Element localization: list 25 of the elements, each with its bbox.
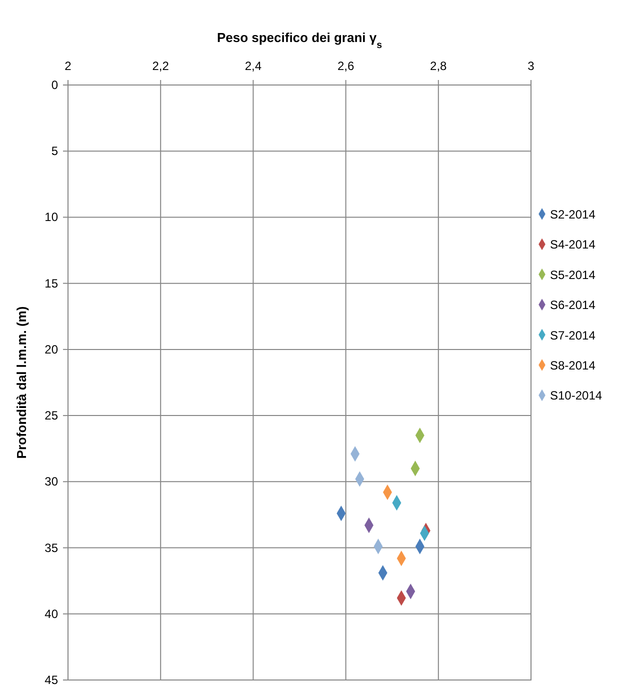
x-tick-label: 3 bbox=[528, 59, 535, 73]
x-tick-label: 2,2 bbox=[152, 59, 170, 73]
chart-title: Peso specifico dei grani γ$_{s}$ bbox=[216, 30, 383, 50]
y-tick-label: 15 bbox=[44, 276, 58, 290]
y-tick-label: 35 bbox=[44, 540, 58, 555]
y-tick-label: 10 bbox=[44, 210, 58, 224]
y-tick-label: 30 bbox=[44, 474, 58, 489]
legend-label: S10-2014 bbox=[550, 388, 602, 403]
legend-label: S2-2014 bbox=[550, 208, 596, 222]
x-tick-label: 2,6 bbox=[337, 59, 354, 73]
x-tick-label: 2,4 bbox=[244, 59, 262, 73]
y-tick-label: 45 bbox=[44, 673, 58, 687]
y-tick-label: 0 bbox=[51, 78, 58, 92]
y-tick-label: 20 bbox=[44, 342, 58, 356]
y-tick-label: 5 bbox=[51, 144, 58, 158]
legend-label: S8-2014 bbox=[550, 358, 596, 372]
y-tick-label: 40 bbox=[44, 606, 58, 621]
legend-label: S5-2014 bbox=[550, 268, 596, 282]
x-tick-label: 2,8 bbox=[430, 59, 448, 73]
legend-label: S6-2014 bbox=[550, 298, 596, 312]
y-tick-label: 25 bbox=[44, 408, 58, 423]
legend-label: S4-2014 bbox=[550, 238, 596, 252]
y-axis-title: Profondità dal l.m.m. (m) bbox=[14, 306, 29, 459]
legend-label: S7-2014 bbox=[550, 328, 596, 342]
x-tick-label: 2 bbox=[64, 59, 72, 73]
